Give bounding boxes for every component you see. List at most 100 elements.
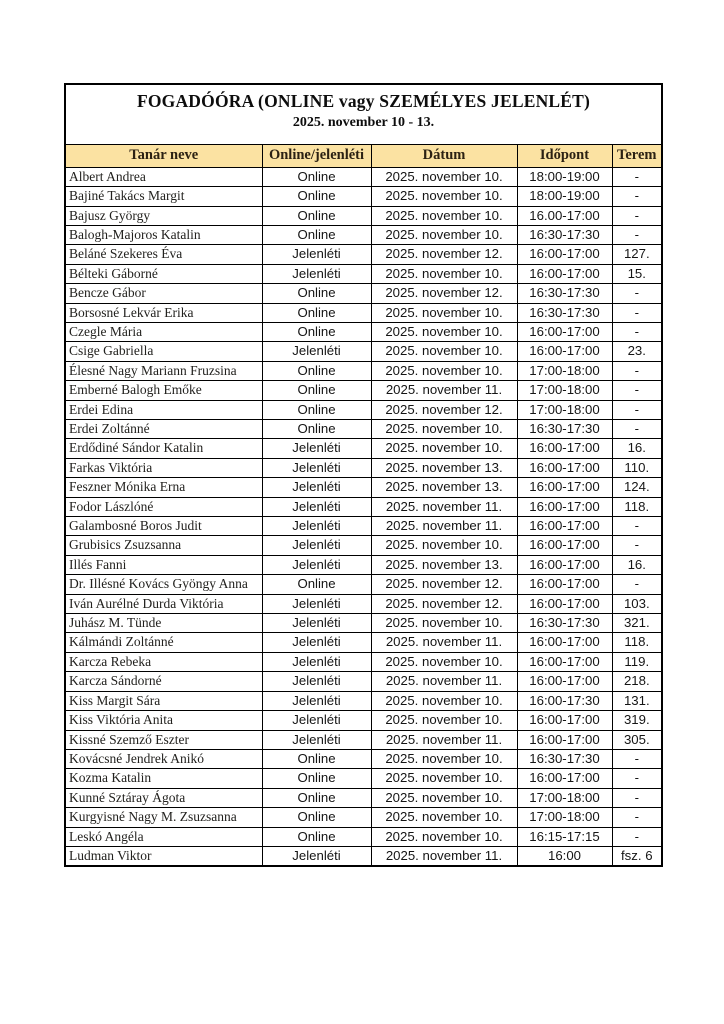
table-row: Borsosné Lekvár Erika Online 2025. novem… (64, 302, 663, 323)
page-subtitle: 2025. november 10 - 13. (292, 114, 435, 130)
teacher-name-cell: Iván Aurélné Durda Viktória (64, 593, 263, 615)
time-cell: 16:30-17:30 (516, 613, 613, 634)
table-row: Bajusz György Online 2025. november 10. … (64, 205, 663, 226)
time-cell: 16:00-17:00 (516, 496, 613, 518)
attendance-mode-cell: Jelenléti (261, 690, 372, 712)
time-cell: 16:00-17:00 (516, 651, 613, 673)
attendance-mode-cell: Jelenléti (261, 341, 372, 362)
attendance-mode-cell: Online (261, 574, 372, 595)
table-row: Beláné Szekeres Éva Jelenléti 2025. nove… (64, 244, 663, 265)
room-cell: - (611, 748, 663, 770)
table-row: Grubisics Zsuzsanna Jelenléti 2025. nove… (64, 535, 663, 556)
room-cell: 218. (611, 671, 663, 692)
table-row: Erdődiné Sándor Katalin Jelenléti 2025. … (64, 438, 663, 459)
room-cell: - (611, 516, 663, 537)
teacher-name-cell: Dr. Illésné Kovács Gyöngy Anna (64, 574, 263, 595)
room-cell: 15. (611, 263, 663, 285)
attendance-mode-cell: Jelenléti (261, 263, 372, 285)
table-row: Emberné Balogh Emőke Online 2025. novemb… (64, 380, 663, 401)
time-cell: 17:00-18:00 (516, 787, 613, 809)
time-cell: 16:00-17:00 (516, 438, 613, 459)
attendance-mode-cell: Jelenléti (261, 516, 372, 537)
attendance-mode-cell: Online (261, 807, 372, 828)
header-cell-date: Dátum (370, 143, 518, 168)
teacher-name-cell: Balogh-Majoros Katalin (64, 224, 263, 246)
date-cell: 2025. november 10. (370, 166, 518, 188)
table-row: Galambosné Boros Judit Jelenléti 2025. n… (64, 516, 663, 537)
table-row: Kálmándi Zoltánné Jelenléti 2025. novemb… (64, 632, 663, 653)
table-row: Erdei Zoltánné Online 2025. november 10.… (64, 419, 663, 440)
teacher-name-cell: Kálmándi Zoltánné (64, 632, 263, 653)
table-row: Iván Aurélné Durda Viktória Jelenléti 20… (64, 593, 663, 615)
date-cell: 2025. november 10. (370, 360, 518, 382)
table-row: Élesné Nagy Mariann Fruzsina Online 2025… (64, 360, 663, 382)
room-cell: fsz. 6 (611, 845, 663, 867)
room-cell: 23. (611, 341, 663, 362)
room-cell: - (611, 360, 663, 382)
table-row: Karcza Rebeka Jelenléti 2025. november 1… (64, 651, 663, 673)
room-cell: 131. (611, 690, 663, 712)
table-row: Bélteki Gáborné Jelenléti 2025. november… (64, 263, 663, 285)
room-cell: - (611, 826, 663, 847)
room-cell: - (611, 186, 663, 207)
room-cell: 103. (611, 593, 663, 615)
attendance-mode-cell: Jelenléti (261, 535, 372, 556)
time-cell: 17:00-18:00 (516, 360, 613, 382)
room-cell: 321. (611, 613, 663, 634)
teacher-name-cell: Kurgyisné Nagy M. Zsuzsanna (64, 807, 263, 828)
header-cell-teacher-name: Tanár neve (64, 143, 263, 168)
time-cell: 16:30-17:30 (516, 224, 613, 246)
teacher-name-cell: Grubisics Zsuzsanna (64, 535, 263, 556)
time-cell: 16:00-17:00 (516, 516, 613, 537)
time-cell: 16:00-17:00 (516, 554, 613, 576)
time-cell: 16:00-17:00 (516, 263, 613, 285)
office-hours-table: FOGADÓÓRA (ONLINE vagy SZEMÉLYES JELENLÉ… (64, 83, 664, 868)
time-cell: 16:30-17:30 (516, 748, 613, 770)
room-cell: - (611, 419, 663, 440)
attendance-mode-cell: Online (261, 768, 372, 789)
table-body: Albert Andrea Online 2025. november 10. … (64, 166, 663, 867)
date-cell: 2025. november 11. (370, 729, 518, 750)
date-cell: 2025. november 13. (370, 554, 518, 576)
time-cell: 16:00-17:00 (516, 710, 613, 731)
teacher-name-cell: Karcza Rebeka (64, 651, 263, 673)
date-cell: 2025. november 11. (370, 671, 518, 692)
table-row: Kissné Szemző Eszter Jelenléti 2025. nov… (64, 729, 663, 750)
teacher-name-cell: Karcza Sándorné (64, 671, 263, 692)
time-cell: 16:30-17:30 (516, 419, 613, 440)
table-row: Czegle Mária Online 2025. november 10. 1… (64, 321, 663, 343)
table-row: Kurgyisné Nagy M. Zsuzsanna Online 2025.… (64, 807, 663, 828)
teacher-name-cell: Bélteki Gáborné (64, 263, 263, 285)
room-cell: 127. (611, 244, 663, 265)
attendance-mode-cell: Online (261, 186, 372, 207)
room-cell: - (611, 768, 663, 789)
time-cell: 18:00-19:00 (516, 166, 613, 188)
date-cell: 2025. november 10. (370, 186, 518, 207)
time-cell: 16:30-17:30 (516, 283, 613, 304)
attendance-mode-cell: Online (261, 380, 372, 401)
table-row: Farkas Viktória Jelenléti 2025. november… (64, 457, 663, 479)
time-cell: 16:00-17:00 (516, 632, 613, 653)
table-row: Kiss Margit Sára Jelenléti 2025. novembe… (64, 690, 663, 712)
time-cell: 16:00-17:00 (516, 341, 613, 362)
date-cell: 2025. november 10. (370, 768, 518, 789)
date-cell: 2025. november 12. (370, 593, 518, 615)
teacher-name-cell: Fodor Lászlóné (64, 496, 263, 518)
date-cell: 2025. november 11. (370, 496, 518, 518)
table-row: Juhász M. Tünde Jelenléti 2025. november… (64, 613, 663, 634)
teacher-name-cell: Élesné Nagy Mariann Fruzsina (64, 360, 263, 382)
teacher-name-cell: Kozma Katalin (64, 768, 263, 789)
attendance-mode-cell: Jelenléti (261, 554, 372, 576)
teacher-name-cell: Illés Fanni (64, 554, 263, 576)
table-row: Feszner Mónika Erna Jelenléti 2025. nove… (64, 477, 663, 498)
room-cell: - (611, 399, 663, 421)
attendance-mode-cell: Online (261, 360, 372, 382)
date-cell: 2025. november 10. (370, 613, 518, 634)
date-cell: 2025. november 10. (370, 690, 518, 712)
date-cell: 2025. november 12. (370, 283, 518, 304)
teacher-name-cell: Albert Andrea (64, 166, 263, 188)
teacher-name-cell: Galambosné Boros Judit (64, 516, 263, 537)
time-cell: 16:00-17:00 (516, 535, 613, 556)
date-cell: 2025. november 10. (370, 419, 518, 440)
teacher-name-cell: Erdei Edina (64, 399, 263, 421)
